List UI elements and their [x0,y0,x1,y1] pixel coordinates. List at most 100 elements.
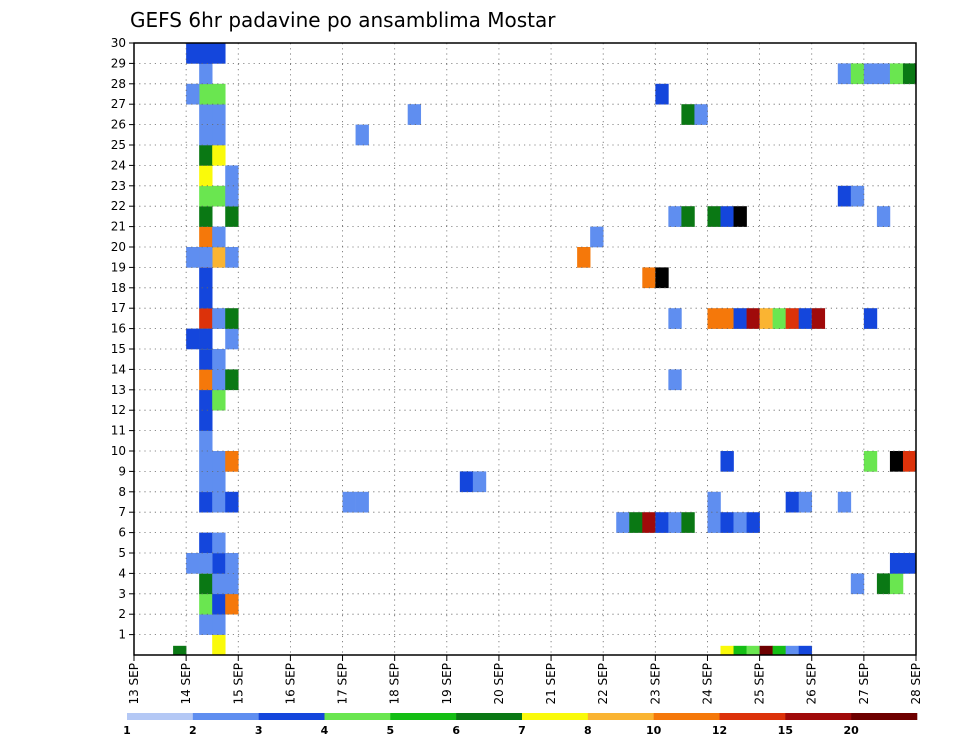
x-tick-label: 28 SEP [909,663,923,705]
ensemble-cell [889,63,904,85]
control-cell [733,645,747,655]
ensemble-cell [720,206,734,227]
ensemble-cell [837,63,852,85]
ensemble-cell [199,430,213,452]
ensemble-cell [199,369,213,391]
y-tick-label: 24 [111,158,126,172]
colorbar-swatch [587,713,654,720]
y-tick-label: 22 [111,199,126,213]
colorbar-swatch [785,713,852,720]
control-cell [720,645,734,655]
y-tick-label: 26 [111,118,126,132]
y-tick-label: 7 [118,505,126,519]
y-tick-label: 27 [111,97,126,111]
ensemble-cell [225,369,239,391]
ensemble-cell [668,206,682,227]
ensemble-cell [889,553,904,574]
colorbar-label: 20 [844,724,860,737]
y-tick-label: 25 [111,138,126,152]
ensemble-cell [629,512,643,533]
ensemble-cell [186,328,200,350]
ensemble-cell [759,308,773,329]
ensemble-cell [199,349,213,370]
x-tick-label: 22 SEP [596,663,610,705]
x-tick-label: 25 SEP [753,663,767,705]
ensemble-cell [225,247,239,268]
ensemble-cell [212,573,226,595]
ensemble-cell [694,104,708,125]
ensemble-cell [199,328,213,350]
ensemble-cell [212,185,226,207]
ensemble-cell [876,206,891,227]
x-tick-label: 20 SEP [492,663,506,705]
ensemble-cell [212,471,226,493]
colorbar-label: 7 [518,724,526,737]
y-axis: 1234567891011121314151617181920212223242… [111,36,134,642]
x-tick-label: 17 SEP [336,663,350,705]
ensemble-cell [212,532,226,554]
ensemble-cell [199,43,213,64]
ensemble-cell [681,104,695,125]
ensemble-cell [863,451,878,472]
colorbar-label: 3 [255,724,263,737]
y-tick-label: 21 [111,220,126,234]
ensemble-cell [798,308,813,329]
chart-title: GEFS 6hr padavine po ansamblima Mostar [130,8,556,32]
ensemble-cell [225,165,239,187]
y-tick-label: 16 [111,322,126,336]
ensemble-cell [199,491,213,513]
ensemble-cell [798,491,813,513]
ensemble-cell [668,308,682,329]
grid-layer [134,43,916,656]
control-cell [785,645,799,655]
colorbar-swatch [522,713,589,720]
ensemble-cell [199,410,213,431]
ensemble-cell [199,287,213,309]
ensemble-cell [876,63,891,85]
ensemble-cell [199,308,213,329]
x-tick-label: 14 SEP [179,663,193,705]
x-axis: 13 SEP 14 SEP 15 SEP 16 SEP 17 SEP 18 SEP 19 S… [127,655,923,705]
ensemble-cell [342,491,356,513]
ensemble-cell [225,308,239,329]
ensemble-cell [199,226,213,248]
colorbar-swatch [719,713,786,720]
control-cell [746,645,760,655]
ensemble-cell [681,512,695,533]
ensemble-cell [199,83,213,105]
control-cell [759,645,773,655]
ensemble-cell [199,451,213,472]
ensemble-cell [720,451,734,472]
ensemble-cell [785,308,799,329]
ensemble-cell [212,389,226,411]
colorbar-swatch [258,713,325,720]
ensemble-cell [186,247,200,268]
colorbar-swatch [127,713,194,720]
control-cell [798,645,813,655]
ensemble-cell [355,124,369,146]
x-tick-label: 15 SEP [231,663,245,705]
ensemble-cell [707,308,721,329]
ensemble-cell [199,63,213,85]
ensemble-cell [355,491,369,513]
ensemble-cell [212,43,226,64]
y-tick-label: 13 [111,383,126,397]
ensemble-cell [212,491,226,513]
y-tick-label: 12 [111,403,126,417]
ensemble-cell [850,63,865,85]
ensemble-cell [902,63,917,85]
ensemble-cell [785,491,799,513]
ensemble-cell [199,165,213,187]
ensemble-cell [459,471,474,493]
y-tick-label: 5 [118,546,126,560]
colorbar-label: 1 [123,724,131,737]
y-tick-label: 8 [118,485,126,499]
ensemble-cell [199,267,213,289]
y-tick-label: 3 [118,587,126,601]
colorbar-swatch [192,713,259,720]
ensemble-cell [199,532,213,554]
x-tick-label: 24 SEP [700,663,714,705]
y-tick-label: 20 [111,240,126,254]
ensemble-cell [225,185,239,207]
y-tick-label: 10 [111,444,126,458]
